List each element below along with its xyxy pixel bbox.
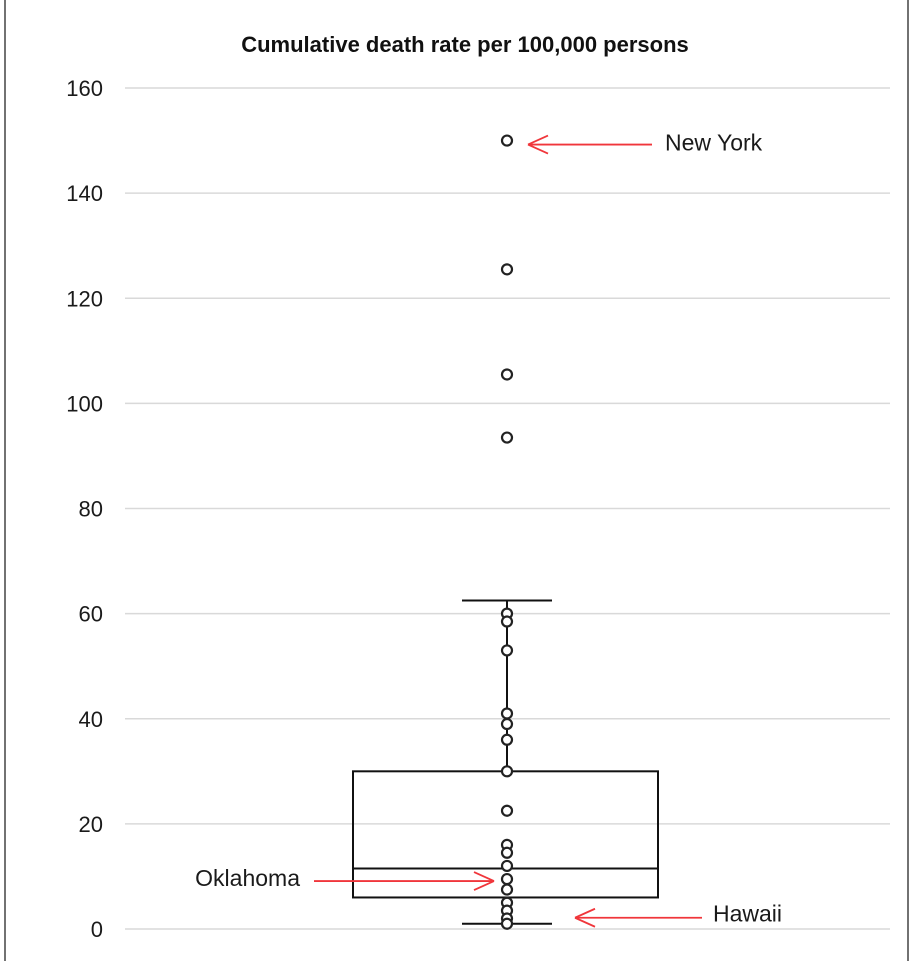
data-point-20 [500,917,514,930]
data-point-16 [500,883,514,896]
annotation-arrow-1-head-a [473,880,495,891]
annotation-label-0: New York [665,130,763,156]
y-tick-label-20: 20 [79,812,103,837]
annotation-arrow-0-head-a [527,134,549,146]
y-tick-label-100: 100 [66,391,103,416]
grid-lines [125,87,890,930]
data-point-6 [500,644,514,657]
y-tick-label-40: 40 [79,707,103,732]
data-point-15 [500,872,514,886]
data-point-2 [500,368,514,381]
y-tick-label-80: 80 [79,497,103,522]
annotation-label-1: Oklahoma [195,865,300,891]
data-point-13 [500,846,514,859]
data-point-11 [500,804,514,817]
annotations: New York Oklahoma Hawaii [195,130,782,928]
y-tick-label-0: 0 [91,917,103,942]
data-point-10 [500,765,514,778]
annotation-arrow-0-head-b [527,143,549,155]
data-point-1 [500,263,514,276]
data-point-14 [500,859,514,873]
y-axis-ticks: 0 20 40 60 80 100 120 140 160 [66,76,103,942]
annotation-arrow-2-head-a [574,907,596,919]
data-point-9 [500,733,514,746]
y-tick-label-120: 120 [66,286,103,311]
y-tick-label-160: 160 [66,76,103,101]
y-tick-label-60: 60 [79,602,103,627]
annotation-arrow-2-head-b [574,916,596,928]
annotation-arrow-0 [527,134,652,155]
data-point-0 [500,134,514,147]
data-point-7 [500,707,514,720]
annotation-arrow-1 [314,871,495,891]
data-point-3 [500,431,514,444]
annotation-arrow-1-head-b [473,871,495,882]
data-points [500,134,514,930]
data-point-8 [500,717,514,731]
annotation-label-2: Hawaii [713,901,782,927]
annotation-arrow-2 [574,907,702,928]
chart-title: Cumulative death rate per 100,000 person… [241,32,689,57]
data-point-5 [500,615,514,628]
y-tick-label-140: 140 [66,181,103,206]
